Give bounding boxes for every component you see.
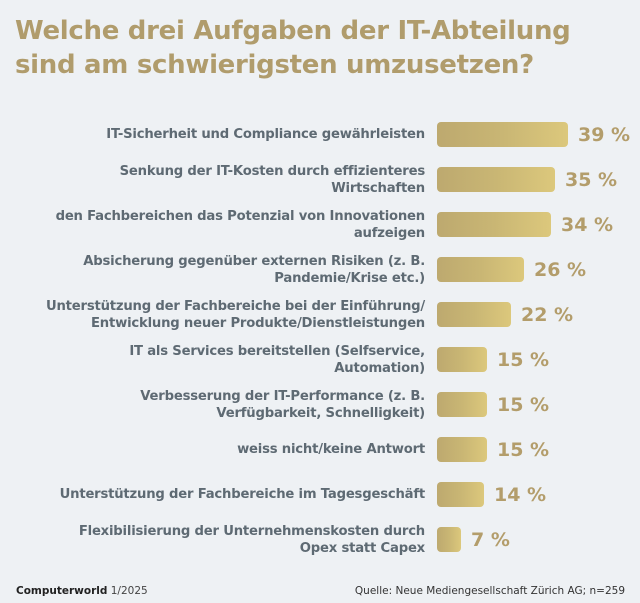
category-label-line: Entwicklung neuer Produkte/Dienstleistun… (90, 315, 425, 331)
bar (437, 212, 551, 237)
category-label: den Fachbereichen das Potenzial von Inno… (5, 208, 426, 242)
value-label: 22 % (521, 304, 574, 326)
category-label-line: IT als Services bereitstellen (Selfservi… (129, 343, 425, 359)
bar (437, 347, 487, 372)
category-label-line: aufzeigen (353, 225, 425, 241)
chart-title-line-1: Welche drei Aufgaben der IT-Abteilung (15, 16, 571, 46)
category-label: Flexibilisierung der Unternehmenskosten … (5, 523, 425, 557)
publication-issue: 1/2025 (110, 585, 148, 597)
category-label: Unterstützung der Fachbereiche bei der E… (5, 298, 425, 332)
category-label-line: Verfügbarkeit, Schnelligkeit) (216, 405, 425, 421)
category-label: Absicherung gegenüber externen Risiken (… (5, 253, 425, 287)
chart-title-line-2: sind am schwierigsten umzusetzen? (15, 50, 534, 80)
category-label: Verbesserung der IT-Performance (z. B. Ve… (5, 388, 425, 422)
category-label-line: Unterstützung der Fachbereiche bei der E… (45, 298, 425, 314)
category-label-line: Opex statt Capex (299, 540, 425, 556)
category-label: Unterstützung der Fachbereiche im Tagesg… (5, 486, 426, 503)
category-label-line: Wirtschaften (331, 180, 425, 196)
category-label-line: Unterstützung der Fachbereiche im Tagesg… (59, 487, 426, 502)
value-label: 15 % (497, 349, 550, 371)
category-label-line: Senkung der IT-Kosten durch effizientere… (119, 163, 426, 179)
category-label: IT-Sicherheit und Compliance gewährleist… (5, 126, 425, 143)
bar (437, 302, 511, 327)
value-label: 7 % (471, 529, 510, 551)
category-label-line: Pandemie/Krise etc.) (274, 270, 425, 286)
category-label-line: Automation) (334, 360, 425, 376)
value-label: 15 % (497, 394, 550, 416)
category-label-line: IT-Sicherheit und Compliance gewährleist… (106, 127, 425, 142)
category-label-line: weiss nicht/keine Antwort (237, 442, 425, 457)
category-label: weiss nicht/keine Antwort (5, 441, 425, 458)
category-label: IT als Services bereitstellen (Selfservi… (5, 343, 425, 377)
value-label: 14 % (494, 484, 547, 506)
bar (437, 122, 568, 147)
category-label-line: Verbesserung der IT-Performance (z. B. (140, 388, 425, 404)
value-label: 26 % (534, 259, 587, 281)
bar (437, 482, 484, 507)
value-label: 39 % (578, 124, 631, 146)
bar (437, 257, 524, 282)
value-label: 15 % (497, 439, 550, 461)
footer-publication: Computerworld 1/2025 (16, 585, 148, 597)
bar (437, 392, 487, 417)
category-label-line: Flexibilisierung der Unternehmenskosten … (78, 523, 425, 539)
footer-source: Quelle: Neue Mediengesellschaft Zürich A… (354, 585, 625, 597)
chart-title: Welche drei Aufgaben der IT-Abteilung si… (15, 14, 635, 82)
bar (437, 527, 461, 552)
category-label: Senkung der IT-Kosten durch effizientere… (5, 163, 426, 197)
value-label: 34 % (561, 214, 614, 236)
category-label-line: den Fachbereichen das Potenzial von Inno… (55, 208, 426, 224)
publication-brand: Computerworld (16, 585, 108, 597)
bar (437, 437, 487, 462)
value-label: 35 % (565, 169, 618, 191)
category-label-line: Absicherung gegenüber externen Risiken (… (83, 253, 425, 269)
bar (437, 167, 555, 192)
